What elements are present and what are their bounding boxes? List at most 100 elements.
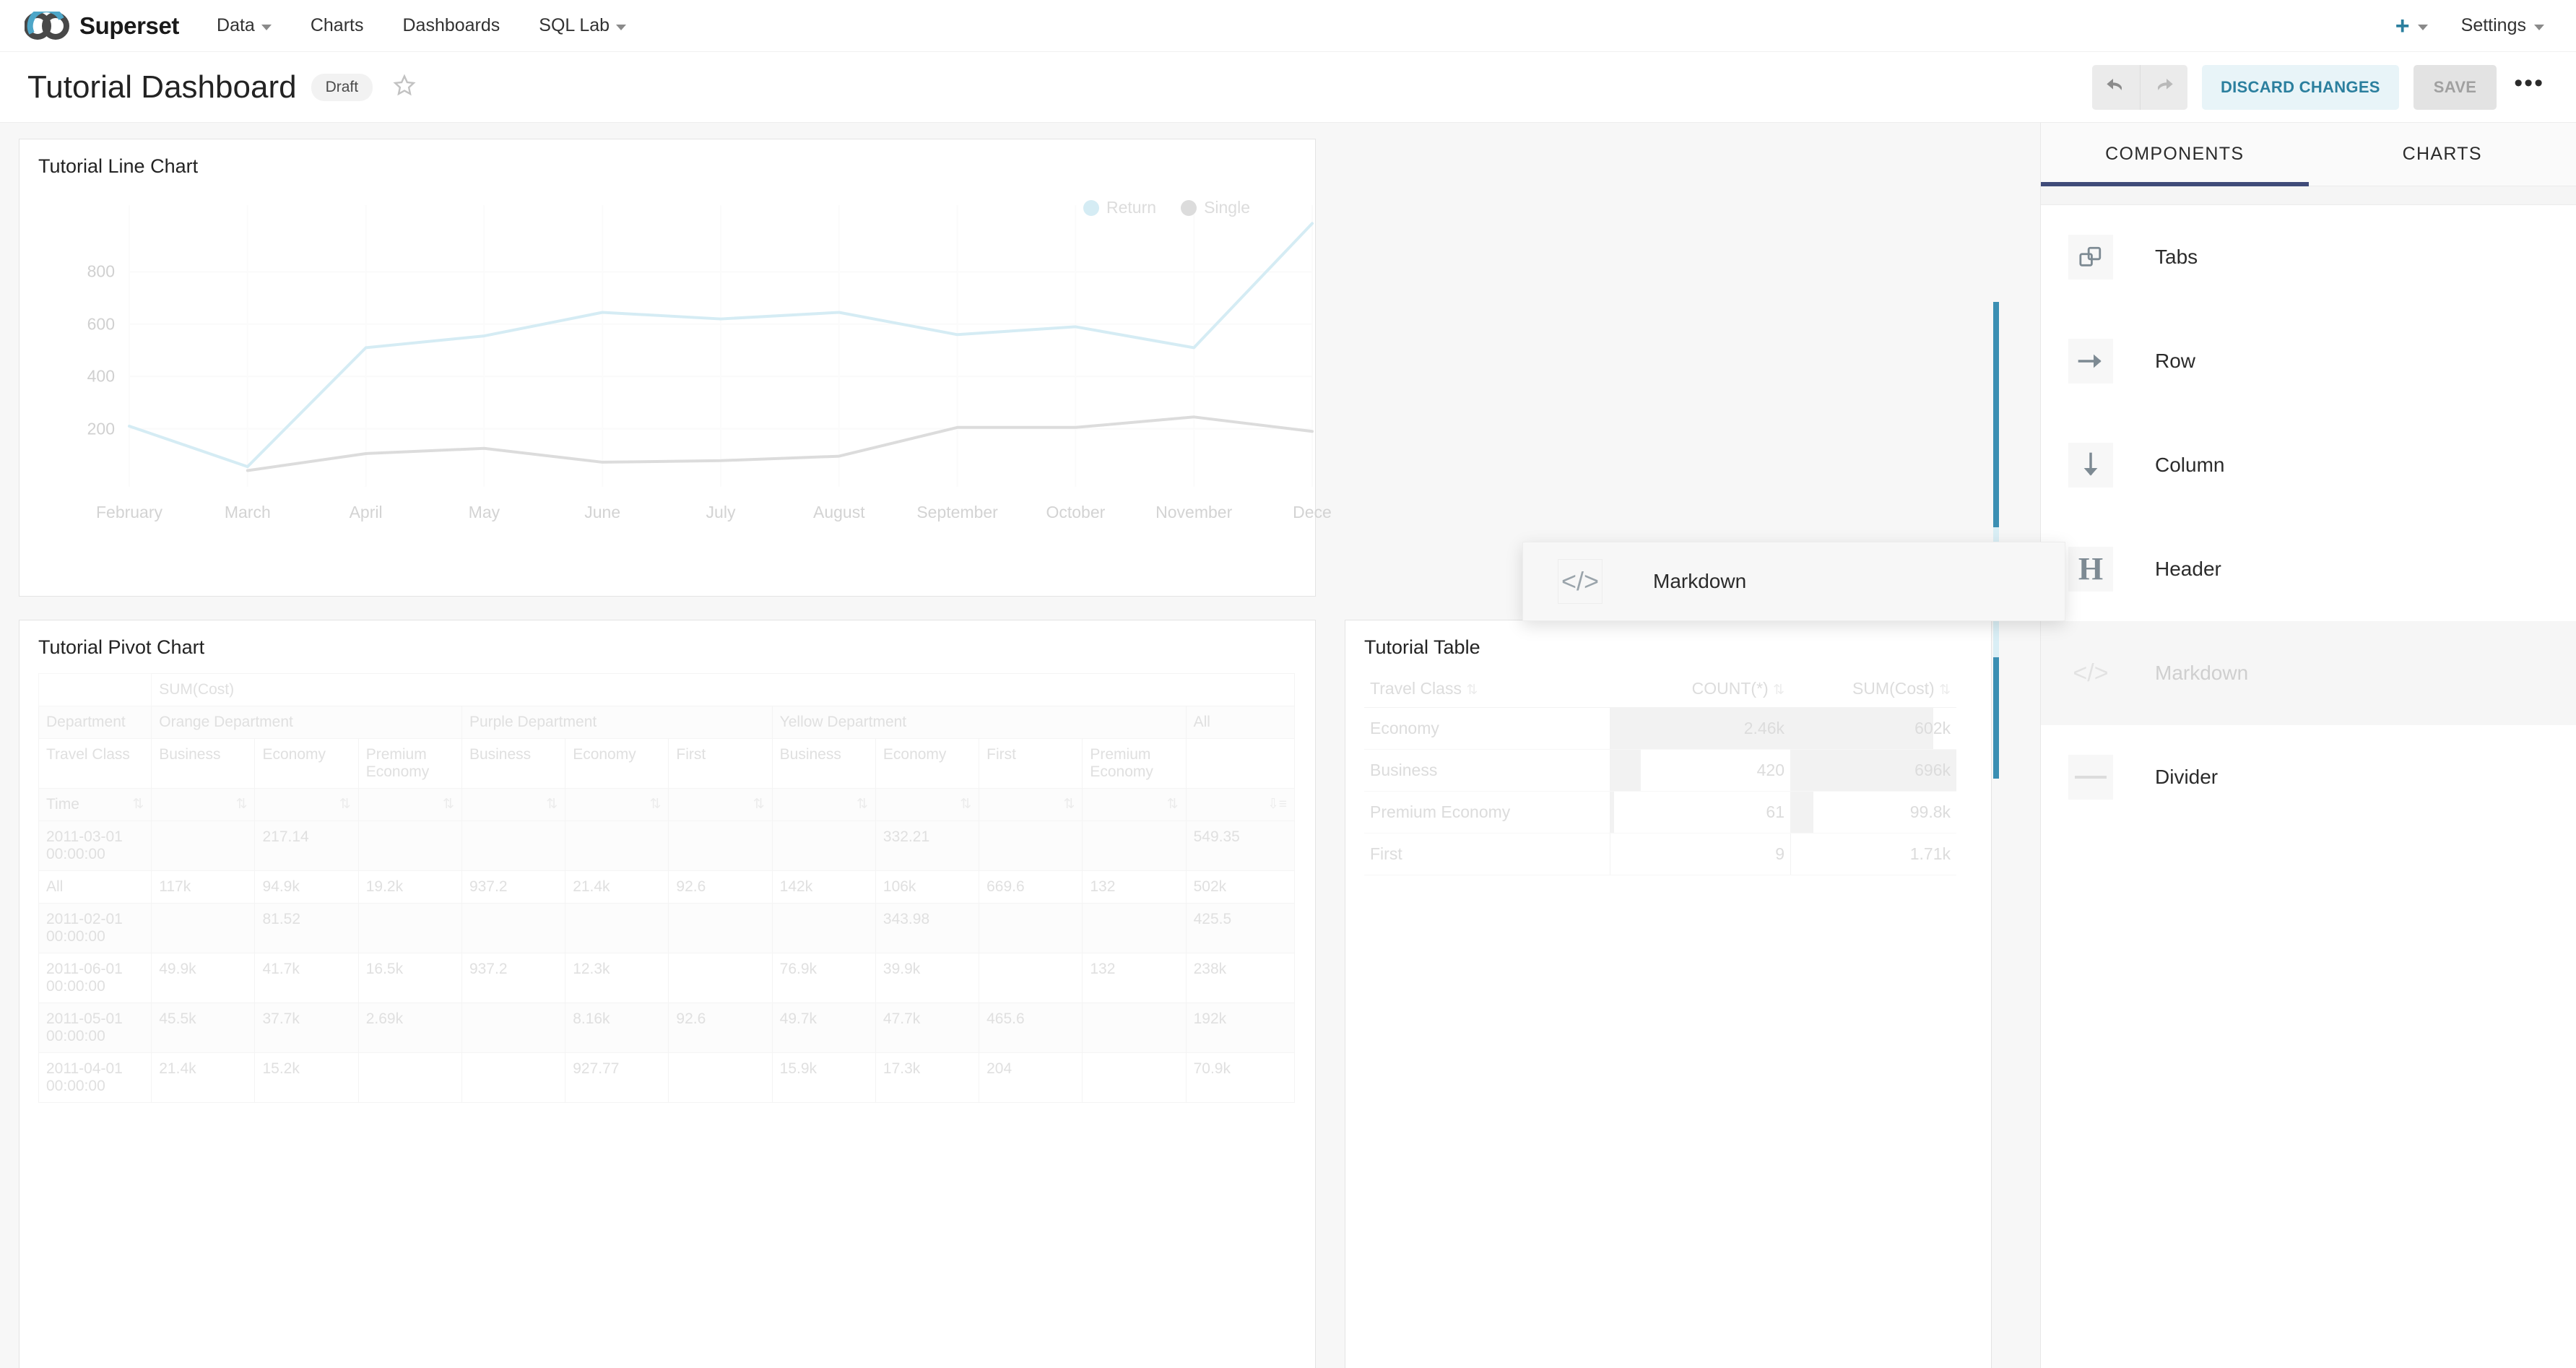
pivot-cell bbox=[461, 1003, 566, 1053]
more-options-button[interactable]: ••• bbox=[2514, 69, 2544, 97]
component-item-divider[interactable]: Divider bbox=[2041, 725, 2576, 829]
pivot-class-header: First bbox=[979, 738, 1083, 789]
line-chart-svg bbox=[128, 205, 1314, 487]
pivot-cell bbox=[979, 903, 1083, 953]
pivot-sort-cell[interactable]: ⇅ bbox=[1082, 788, 1187, 821]
chart-title-line: Tutorial Line Chart bbox=[38, 155, 199, 177]
nav-item-data-label: Data bbox=[217, 15, 255, 35]
pivot-cell bbox=[357, 903, 462, 953]
line-chart-area[interactable]: Return Single 200 400 600 800 February March… bbox=[19, 178, 1332, 553]
component-item-tabs[interactable]: Tabs bbox=[2041, 205, 2576, 309]
sort-icon[interactable]: ⇩≡ bbox=[1267, 797, 1287, 812]
nav-item-dashboards[interactable]: Dashboards bbox=[401, 11, 501, 40]
brand-logo-link[interactable]: Superset bbox=[25, 11, 179, 40]
y-axis-tick: 600 bbox=[87, 314, 115, 334]
chart-card-table[interactable]: Tutorial Table Travel Class ⇅ COUNT(*) ⇅ S… bbox=[1345, 620, 1992, 1368]
pivot-cell: 204 bbox=[979, 1052, 1083, 1103]
sort-icon[interactable]: ⇅ bbox=[1466, 683, 1478, 698]
pivot-sort-cell[interactable]: ⇅ bbox=[151, 788, 256, 821]
sort-icon[interactable]: ⇅ bbox=[235, 797, 248, 812]
sort-icon[interactable]: ⇅ bbox=[960, 797, 972, 812]
pivot-cell: 92.6 bbox=[668, 1003, 773, 1053]
component-item-markdown[interactable]: </> Markdown bbox=[2041, 621, 2576, 725]
pivot-cell: 937.2 bbox=[461, 870, 566, 904]
sort-icon[interactable]: ⇅ bbox=[856, 797, 868, 812]
pivot-sort-cell[interactable]: ⇅ bbox=[771, 788, 876, 821]
pivot-department-header: Yellow Department bbox=[771, 706, 1187, 739]
redo-button[interactable] bbox=[2139, 64, 2187, 110]
pivot-class-header: Economy bbox=[254, 738, 359, 789]
pivot-department-header: Orange Department bbox=[151, 706, 462, 739]
component-item-column[interactable]: Column bbox=[2041, 413, 2576, 517]
pivot-sort-cell[interactable]: ⇅ bbox=[565, 788, 669, 821]
pivot-cell bbox=[461, 1052, 566, 1103]
table-row: First 9 1.71k bbox=[1364, 833, 1956, 875]
pivot-cell: 937.2 bbox=[461, 953, 566, 1003]
sort-icon[interactable]: ⇅ bbox=[339, 797, 351, 812]
pivot-row-label-time[interactable]: Time ⇅ bbox=[38, 788, 152, 821]
chart-card-line[interactable]: Tutorial Line Chart Return Single 200 400… bbox=[19, 139, 1332, 597]
tab-charts[interactable]: CHARTS bbox=[2308, 123, 2576, 186]
drag-preview-markdown[interactable]: </> Markdown bbox=[1522, 542, 2065, 621]
pivot-sort-cell[interactable]: ⇅ bbox=[668, 788, 773, 821]
pivot-sort-cell[interactable]: ⇩≡ bbox=[1185, 788, 1296, 821]
save-button[interactable]: SAVE bbox=[2413, 64, 2497, 110]
y-axis-tick: 800 bbox=[87, 261, 115, 281]
pivot-cell bbox=[357, 821, 462, 871]
tab-components[interactable]: COMPONENTS bbox=[2041, 123, 2309, 186]
discard-changes-button[interactable]: DISCARD CHANGES bbox=[2201, 64, 2399, 110]
settings-label: Settings bbox=[2460, 15, 2526, 35]
code-brackets-icon: </> bbox=[1558, 559, 1603, 604]
pivot-cell bbox=[1082, 821, 1187, 871]
sort-icon[interactable]: ⇅ bbox=[753, 797, 765, 812]
column-header[interactable]: Travel Class ⇅ bbox=[1364, 670, 1610, 708]
nav-right-group: + Settings bbox=[2395, 14, 2544, 38]
column-header[interactable]: COUNT(*) ⇅ bbox=[1610, 670, 1790, 708]
dashboard-header-bar: Tutorial Dashboard Draft DISCARD CHANGES… bbox=[0, 52, 2576, 123]
column-header[interactable]: SUM(Cost) ⇅ bbox=[1790, 670, 1956, 708]
chart-card-pivot[interactable]: Tutorial Pivot Chart SUM(Cost) Department… bbox=[19, 620, 1316, 1368]
legend-item-single[interactable]: Single bbox=[1181, 198, 1250, 217]
table-row: 2011-06-01 00:00:00 49.9k 41.7k 16.5k 937.2 1… bbox=[38, 953, 1296, 1003]
pivot-sort-cell[interactable]: ⇅ bbox=[461, 788, 566, 821]
cell-travel-class: Premium Economy bbox=[1364, 791, 1610, 834]
pivot-cell: 465.6 bbox=[979, 1003, 1083, 1053]
sort-icon[interactable]: ⇅ bbox=[132, 797, 144, 812]
chevron-down-icon bbox=[2417, 24, 2428, 30]
pivot-cell: 927.77 bbox=[565, 1052, 669, 1103]
page-title[interactable]: Tutorial Dashboard bbox=[27, 69, 297, 105]
sort-icon[interactable]: ⇅ bbox=[546, 797, 558, 812]
pivot-cell bbox=[668, 1052, 773, 1103]
sort-icon[interactable]: ⇅ bbox=[1773, 683, 1784, 698]
component-item-row[interactable]: Row bbox=[2041, 309, 2576, 413]
nav-item-data[interactable]: Data bbox=[215, 11, 273, 40]
pivot-thead: SUM(Cost) Department Orange Department Purp… bbox=[38, 673, 1296, 821]
chart-title-table: Tutorial Table bbox=[1364, 636, 1480, 658]
pivot-class-header bbox=[1185, 738, 1296, 789]
pivot-sort-cell[interactable]: ⇅ bbox=[357, 788, 462, 821]
nav-item-charts[interactable]: Charts bbox=[309, 11, 365, 40]
sort-icon[interactable]: ⇅ bbox=[649, 797, 662, 812]
sort-icon[interactable]: ⇅ bbox=[443, 797, 454, 812]
component-list: Tabs Row Column H Header </> Markdown Divider bbox=[2041, 205, 2576, 829]
star-outline-icon[interactable] bbox=[393, 74, 416, 100]
sort-icon[interactable]: ⇅ bbox=[1939, 683, 1951, 698]
pivot-sort-cell[interactable]: ⇅ bbox=[875, 788, 980, 821]
pivot-sort-cell[interactable]: ⇅ bbox=[254, 788, 359, 821]
nav-item-sql-lab[interactable]: SQL Lab bbox=[537, 11, 628, 40]
component-item-header[interactable]: H Header bbox=[2041, 517, 2576, 621]
pivot-sort-cell[interactable]: ⇅ bbox=[979, 788, 1083, 821]
undo-button[interactable] bbox=[2091, 64, 2140, 110]
sort-icon[interactable]: ⇅ bbox=[1166, 797, 1179, 812]
arrow-down-icon bbox=[2068, 443, 2113, 488]
tabs-icon bbox=[2068, 235, 2113, 280]
divider-line-icon bbox=[2068, 755, 2113, 800]
legend-item-return[interactable]: Return bbox=[1083, 198, 1156, 217]
new-item-button[interactable]: + bbox=[2395, 14, 2428, 38]
pivot-metric-label: SUM(Cost) bbox=[151, 673, 1295, 706]
pivot-row-time: 2011-03-01 00:00:00 bbox=[38, 821, 152, 871]
pivot-class-header: First bbox=[668, 738, 773, 789]
pivot-cell: 425.5 bbox=[1185, 903, 1296, 953]
sort-icon[interactable]: ⇅ bbox=[1063, 797, 1075, 812]
settings-menu-button[interactable]: Settings bbox=[2461, 15, 2544, 36]
